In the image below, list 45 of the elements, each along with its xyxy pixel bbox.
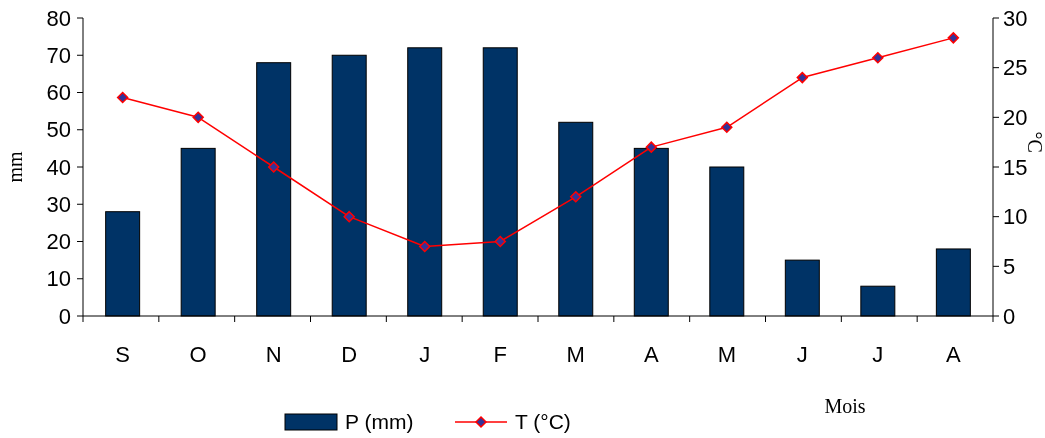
y-tick-label: 0 <box>58 303 71 329</box>
y-tick-label: 50 <box>46 117 71 143</box>
y2-tick-label: 20 <box>1003 105 1028 131</box>
y2-tick-label: 15 <box>1003 154 1028 180</box>
x-tick-label: D <box>341 342 358 367</box>
point <box>343 210 355 223</box>
y2-tick-label: 0 <box>1003 303 1016 329</box>
y-tick-label: 60 <box>46 80 71 106</box>
y2-axis-title: °C <box>1024 131 1045 153</box>
y2-tick-label: 5 <box>1003 254 1016 280</box>
y-tick-label: 80 <box>46 5 71 31</box>
x-tick-label: A <box>946 342 962 367</box>
point <box>116 91 129 104</box>
point <box>192 111 204 124</box>
x-tick-label: A <box>643 342 659 367</box>
x-tick-label: J <box>796 342 808 367</box>
x-tick-label: F <box>493 342 507 367</box>
point <box>872 51 884 64</box>
y-tick-label: 30 <box>46 191 71 217</box>
legend-label: T (°C) <box>515 410 571 434</box>
y-axis-title: mm <box>4 151 26 183</box>
point <box>796 71 809 84</box>
legend-label: P (mm) <box>345 410 414 434</box>
x-tick-label: M <box>566 342 585 367</box>
x-tick-label: O <box>189 342 207 367</box>
y2-tick-label: 25 <box>1003 55 1028 81</box>
y-tick-label: 20 <box>46 229 71 255</box>
x-tick-label: M <box>717 342 736 367</box>
x-tick-label: J <box>872 342 884 367</box>
x-tick-label: S <box>115 342 130 367</box>
x-tick-label: J <box>419 342 431 367</box>
point <box>645 141 658 153</box>
point <box>418 240 431 253</box>
x-axis-title: Mois <box>824 395 866 417</box>
point <box>570 191 582 203</box>
y-tick-label: 40 <box>46 154 71 180</box>
y2-tick-label: 30 <box>1003 5 1028 31</box>
y-tick-label: 10 <box>46 266 71 292</box>
x-tick-label: N <box>265 342 282 367</box>
point <box>947 32 960 44</box>
y-tick-label: 70 <box>46 42 71 68</box>
point <box>267 161 280 173</box>
point <box>494 235 506 248</box>
y2-tick-label: 10 <box>1003 204 1028 230</box>
point <box>721 121 733 134</box>
